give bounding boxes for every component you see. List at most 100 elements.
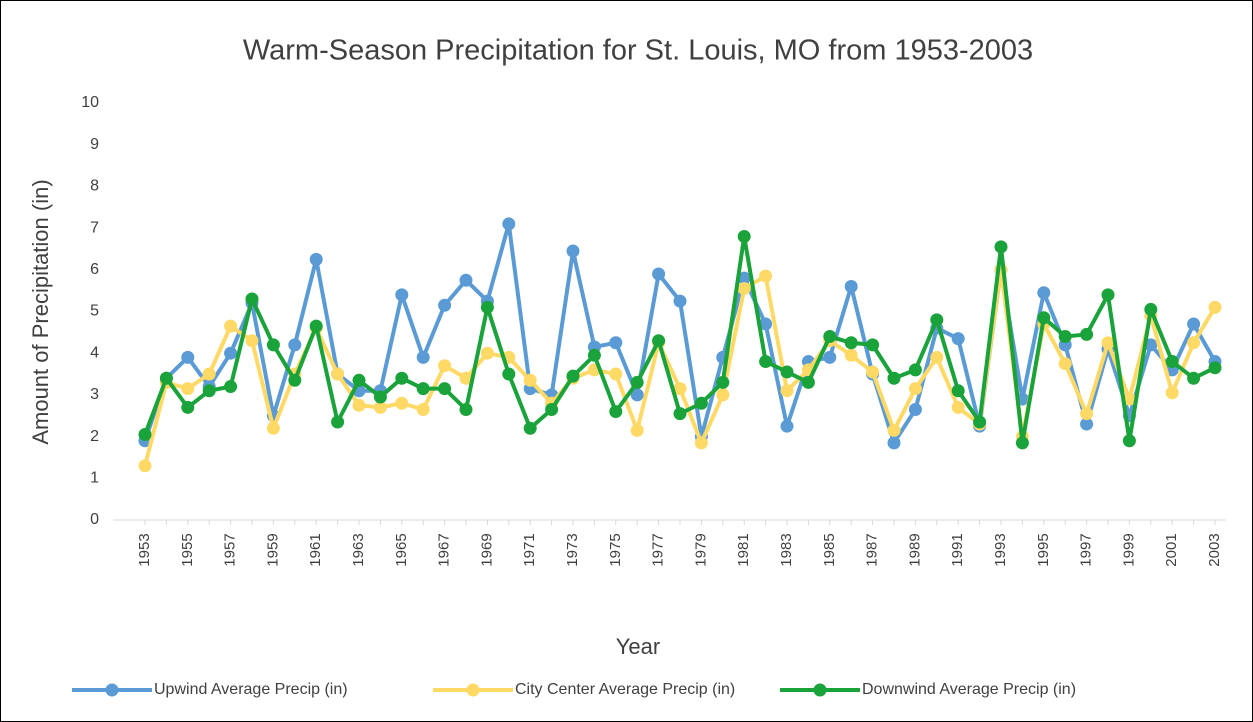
x-tick-label: 1985: [821, 533, 838, 566]
point: [352, 373, 366, 387]
point: [181, 382, 195, 396]
x-tick-label: 1977: [650, 533, 667, 566]
point: [887, 371, 901, 385]
y-tick-label: 6: [90, 261, 99, 278]
point: [823, 350, 837, 364]
point: [1187, 336, 1201, 350]
legend-label: Upwind Average Precip (in): [154, 681, 348, 698]
y-tick-label: 8: [90, 178, 99, 195]
y-tick-label: 10: [81, 94, 99, 111]
point: [780, 384, 794, 398]
point: [395, 396, 409, 410]
point: [1208, 361, 1222, 375]
legend-marker: [466, 683, 480, 697]
point: [566, 369, 580, 383]
point: [245, 292, 259, 306]
point: [138, 428, 152, 442]
point: [673, 407, 687, 421]
point: [459, 371, 473, 385]
point: [459, 402, 473, 416]
point: [1165, 386, 1179, 400]
x-tick-label: 1991: [949, 533, 966, 566]
point: [587, 348, 601, 362]
point: [1187, 371, 1201, 385]
point: [737, 229, 751, 243]
point: [737, 282, 751, 296]
point: [438, 298, 452, 312]
point: [1208, 300, 1222, 314]
point: [609, 336, 623, 350]
point: [694, 396, 708, 410]
point: [1144, 302, 1158, 316]
point: [908, 363, 922, 377]
x-tick-label: 1975: [607, 533, 624, 566]
point: [930, 313, 944, 327]
point: [844, 336, 858, 350]
point: [181, 400, 195, 414]
point: [395, 288, 409, 302]
y-tick-label: 5: [90, 303, 99, 320]
point: [181, 350, 195, 364]
y-tick-label: 4: [90, 344, 99, 361]
point: [1058, 357, 1072, 371]
point: [630, 423, 644, 437]
x-tick-label: 1999: [1120, 533, 1137, 566]
y-tick-label: 0: [90, 511, 99, 528]
point: [609, 405, 623, 419]
point: [224, 319, 238, 333]
point: [630, 388, 644, 402]
point: [373, 390, 387, 404]
x-tick-label: 2003: [1206, 533, 1223, 566]
point: [1015, 436, 1029, 450]
x-tick-label: 1979: [692, 533, 709, 566]
x-tick-label: 1961: [307, 533, 324, 566]
x-tick-label: 1971: [521, 533, 538, 566]
y-tick-label: 9: [90, 136, 99, 153]
point: [480, 346, 494, 360]
point: [566, 244, 580, 258]
y-tick-label: 7: [90, 219, 99, 236]
point: [523, 421, 537, 435]
y-tick-label: 1: [90, 470, 99, 487]
point: [908, 402, 922, 416]
point: [951, 384, 965, 398]
x-tick-label: 1981: [735, 533, 752, 566]
y-axis-title: Amount of Precipitation (in): [28, 179, 53, 444]
x-axis-title: Year: [616, 634, 660, 659]
chart-title: Warm-Season Precipitation for St. Louis,…: [243, 35, 1033, 67]
point: [1037, 311, 1051, 325]
point: [331, 367, 345, 381]
point: [438, 359, 452, 373]
point: [266, 338, 280, 352]
point: [288, 338, 302, 352]
point: [908, 382, 922, 396]
x-tick-label: 1973: [564, 533, 581, 566]
x-tick-label: 1987: [864, 533, 881, 566]
point: [759, 355, 773, 369]
point: [202, 384, 216, 398]
point: [331, 415, 345, 429]
point: [1080, 327, 1094, 341]
point: [159, 371, 173, 385]
point: [994, 240, 1008, 254]
point: [1058, 330, 1072, 344]
point: [951, 332, 965, 346]
point: [416, 382, 430, 396]
point: [1101, 336, 1115, 350]
point: [395, 371, 409, 385]
x-tick-label: 1997: [1078, 533, 1095, 566]
point: [801, 375, 815, 389]
point: [844, 279, 858, 293]
point: [523, 373, 537, 387]
point: [737, 271, 751, 285]
point: [780, 365, 794, 379]
x-tick-label: 1965: [393, 533, 410, 566]
point: [438, 382, 452, 396]
point: [416, 350, 430, 364]
x-tick-label: 1957: [222, 533, 239, 566]
point: [224, 346, 238, 360]
x-tick-label: 1989: [906, 533, 923, 566]
point: [545, 402, 559, 416]
point: [1101, 288, 1115, 302]
